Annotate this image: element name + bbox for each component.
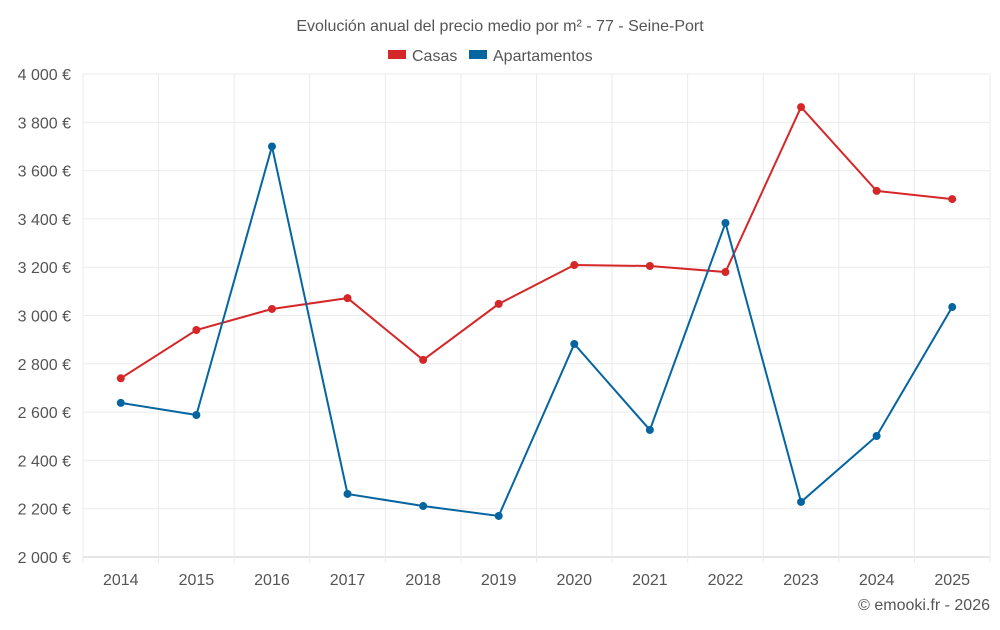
legend-swatch <box>388 50 406 59</box>
x-tick-label: 2025 <box>934 572 970 589</box>
series <box>116 103 957 520</box>
y-tick-label: 2 200 € <box>18 502 71 519</box>
data-point <box>872 186 881 195</box>
legend-label: Apartamentos <box>493 48 593 65</box>
y-tick-label: 3 600 € <box>18 164 71 181</box>
data-point <box>343 489 352 498</box>
data-point <box>116 374 125 383</box>
credit-text: © emooki.fr - 2026 <box>858 597 990 614</box>
data-point <box>948 303 957 312</box>
data-point <box>797 103 806 112</box>
data-point <box>721 219 730 228</box>
data-point <box>797 497 806 506</box>
data-point <box>116 398 125 407</box>
y-tick-label: 3 200 € <box>18 260 71 277</box>
data-point <box>645 261 654 270</box>
data-point <box>721 268 730 277</box>
x-tick-label: 2022 <box>708 572 744 589</box>
y-tick-label: 2 800 € <box>18 357 71 374</box>
x-tick-label: 2015 <box>179 572 215 589</box>
data-point <box>570 339 579 348</box>
x-tick-label: 2020 <box>556 572 592 589</box>
data-point <box>267 304 276 313</box>
y-tick-label: 2 000 € <box>18 550 71 567</box>
data-point <box>419 355 428 364</box>
data-point <box>872 432 881 441</box>
x-tick-label: 2023 <box>783 572 819 589</box>
legend-label: Casas <box>412 48 457 65</box>
data-point <box>192 325 201 334</box>
x-tick-label: 2017 <box>330 572 366 589</box>
data-point <box>645 425 654 434</box>
series-line-apartamentos <box>120 146 954 518</box>
x-tick-label: 2016 <box>254 572 290 589</box>
y-tick-label: 3 000 € <box>18 309 71 326</box>
data-point <box>419 502 428 511</box>
grid <box>82 73 991 563</box>
series-line-casas <box>120 105 953 380</box>
x-tick-label: 2019 <box>481 572 517 589</box>
x-tick-label: 2024 <box>859 572 895 589</box>
data-point <box>494 511 503 520</box>
data-point <box>948 195 957 204</box>
data-point <box>192 410 201 419</box>
y-tick-label: 2 400 € <box>18 453 71 470</box>
x-tick-label: 2021 <box>632 572 668 589</box>
data-point <box>570 261 579 270</box>
x-tick-label: 2014 <box>103 572 139 589</box>
data-point <box>343 294 352 303</box>
axes: 2 000 € 2 200 € 2 400 € 2 600 € 2 800 € 3 000… <box>18 67 970 589</box>
legend: Casas Apartamentos <box>388 48 593 65</box>
y-tick-label: 2 600 € <box>18 405 71 422</box>
data-point <box>494 299 503 308</box>
chart-title: Evolución anual del precio medio por m² … <box>296 18 704 35</box>
y-tick-label: 3 400 € <box>18 212 71 229</box>
y-tick-label: 4 000 € <box>18 67 71 84</box>
y-tick-label: 3 800 € <box>18 115 71 132</box>
data-point <box>267 142 276 151</box>
legend-swatch <box>469 50 487 59</box>
x-tick-label: 2018 <box>405 572 441 589</box>
